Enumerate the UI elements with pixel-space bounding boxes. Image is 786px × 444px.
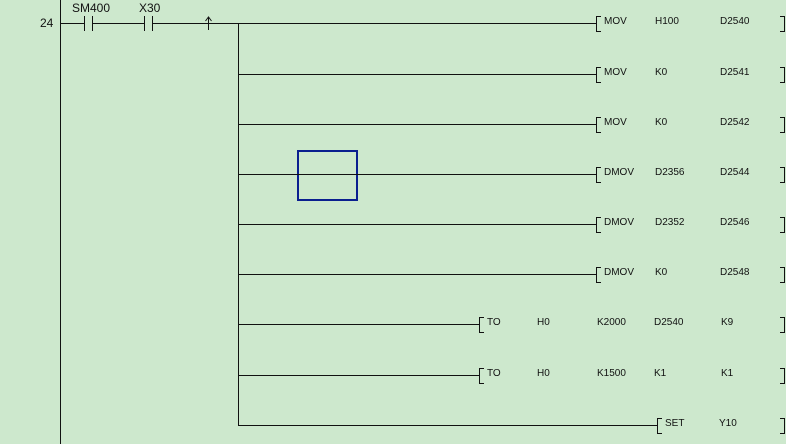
instruction-operand: D2541 bbox=[720, 67, 750, 78]
instruction-bracket-left bbox=[596, 117, 601, 133]
rising-edge-arrow-icon bbox=[204, 15, 213, 31]
instruction-bracket-left bbox=[596, 67, 601, 83]
wire bbox=[239, 124, 596, 125]
instruction-operand: K1500 bbox=[597, 368, 626, 379]
instruction-operand: D2540 bbox=[720, 16, 750, 27]
instruction-bracket-right bbox=[780, 16, 785, 32]
instruction-operand: D2548 bbox=[720, 267, 750, 278]
step-number: 24 bbox=[40, 16, 54, 30]
wire bbox=[239, 174, 596, 175]
wire bbox=[239, 375, 479, 376]
contact-label-sm400: SM400 bbox=[72, 1, 111, 15]
instruction-operand: K0 bbox=[655, 67, 668, 78]
instruction-opcode: DMOV bbox=[604, 167, 634, 178]
instruction-operand: D2356 bbox=[655, 167, 685, 178]
instruction-bracket-right bbox=[780, 167, 785, 183]
instruction-operand: Y10 bbox=[719, 418, 737, 429]
instruction-opcode: TO bbox=[487, 317, 501, 328]
instruction-operand: D2544 bbox=[720, 167, 750, 178]
instruction-bracket-left bbox=[596, 267, 601, 283]
instruction-operand: H0 bbox=[537, 368, 550, 379]
wire bbox=[239, 224, 596, 225]
instruction-operand: K1 bbox=[721, 368, 734, 379]
instruction-bracket-right bbox=[780, 67, 785, 83]
instruction-bracket-right bbox=[780, 217, 785, 233]
instruction-operand: K9 bbox=[721, 317, 734, 328]
instruction-opcode: SET bbox=[665, 418, 685, 429]
instruction-operand: D2352 bbox=[655, 217, 685, 228]
instruction-bracket-left bbox=[479, 317, 484, 333]
wire bbox=[93, 23, 145, 24]
instruction-operand: D2546 bbox=[720, 217, 750, 228]
instruction-operand: K1 bbox=[654, 368, 667, 379]
instruction-operand: K0 bbox=[655, 267, 668, 278]
instruction-bracket-left bbox=[596, 16, 601, 32]
instruction-bracket-left bbox=[596, 217, 601, 233]
wire bbox=[239, 425, 657, 426]
contact-sm400[interactable] bbox=[84, 16, 94, 31]
instruction-bracket-right bbox=[780, 317, 785, 333]
instruction-opcode: MOV bbox=[604, 67, 627, 78]
left-power-rail bbox=[60, 0, 61, 444]
instruction-bracket-right bbox=[780, 368, 785, 384]
contact-label-x30: X30 bbox=[139, 1, 161, 15]
instruction-operand: D2540 bbox=[654, 317, 684, 328]
instruction-bracket-right bbox=[780, 117, 785, 133]
instruction-operand: D2542 bbox=[720, 117, 750, 128]
selection-cursor bbox=[297, 150, 358, 201]
instruction-bracket-right bbox=[780, 418, 785, 434]
instruction-operand: K0 bbox=[655, 117, 668, 128]
instruction-bracket-left bbox=[657, 418, 662, 434]
instruction-bracket-right bbox=[780, 267, 785, 283]
instruction-opcode: DMOV bbox=[604, 217, 634, 228]
contact-x30[interactable] bbox=[144, 16, 154, 31]
instruction-opcode: MOV bbox=[604, 16, 627, 27]
instruction-opcode: MOV bbox=[604, 117, 627, 128]
branch-bus bbox=[238, 23, 239, 426]
wire bbox=[239, 23, 596, 24]
instruction-bracket-left bbox=[479, 368, 484, 384]
wire bbox=[60, 23, 84, 24]
instruction-operand: H0 bbox=[537, 317, 550, 328]
instruction-operand: H100 bbox=[655, 16, 679, 27]
wire bbox=[153, 23, 239, 24]
instruction-operand: K2000 bbox=[597, 317, 626, 328]
wire bbox=[239, 324, 479, 325]
instruction-bracket-left bbox=[596, 167, 601, 183]
wire bbox=[239, 74, 596, 75]
instruction-opcode: DMOV bbox=[604, 267, 634, 278]
instruction-opcode: TO bbox=[487, 368, 501, 379]
wire bbox=[239, 274, 596, 275]
